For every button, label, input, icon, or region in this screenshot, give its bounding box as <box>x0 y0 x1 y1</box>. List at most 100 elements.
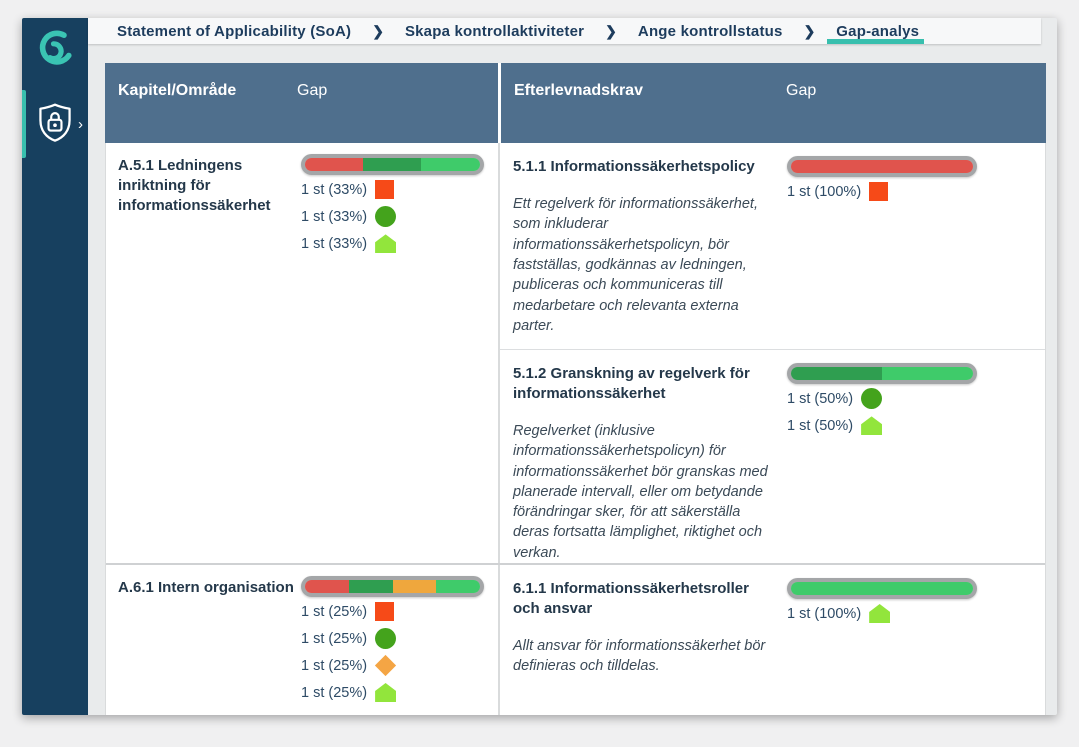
requirement-cell: 6.1.1 Informationssäkerhetsroller och an… <box>500 565 1045 715</box>
requirement-text: 5.1.1 Informationssäkerhetspolicy Ett re… <box>513 155 771 349</box>
gap-analysis-table: Kapitel/Område Gap Efterlevnadskrav Gap … <box>105 63 1046 715</box>
stat-label: 1 st (33%) <box>301 181 368 198</box>
stat-line: 1 st (25%) <box>301 680 484 705</box>
circle-icon <box>375 628 397 649</box>
requirement-title: 5.1.1 Informationssäkerhetspolicy <box>513 158 755 176</box>
requirement-description: Allt ansvar för informationssäkerhet bör… <box>513 637 766 674</box>
stat-line: 1 st (50%) <box>787 386 977 411</box>
requirement-title: 6.1.1 Informationssäkerhetsroller och an… <box>513 580 749 617</box>
breadcrumb-item-4[interactable]: Gap-analys <box>827 18 925 45</box>
active-indicator <box>22 90 26 158</box>
gap-widget: 1 st (33%) 1 st (33%) 1 st (33%) <box>301 154 484 563</box>
circle-icon <box>861 388 883 410</box>
gap-bar-segment-square <box>305 158 363 172</box>
stat-line: 1 st (33%) <box>301 204 484 229</box>
stat-line: 1 st (25%) <box>301 599 484 624</box>
diamond-icon <box>374 654 397 677</box>
chevron-right-icon: › <box>78 115 83 133</box>
column-header-gap-right: Gap <box>786 82 817 100</box>
gap-bar <box>787 156 977 178</box>
gap-bar-segment-circle <box>362 158 421 172</box>
square-icon <box>375 602 395 621</box>
stat-label: 1 st (33%) <box>301 208 368 225</box>
gap-bar-segment-diamond <box>392 580 437 593</box>
app-logo[interactable] <box>22 18 88 82</box>
stat-label: 1 st (50%) <box>787 390 854 407</box>
stat-line: 1 st (25%) <box>301 653 484 678</box>
stat-label: 1 st (25%) <box>301 657 368 674</box>
requirement-description: Regelverket (inklusive informationssäker… <box>513 422 768 561</box>
breadcrumb-item-1[interactable]: Statement of Applicability (SoA) <box>117 22 352 40</box>
circle-icon <box>375 206 397 228</box>
app-logo-swirl-icon <box>39 30 72 65</box>
chapter-title: A.5.1 Ledningens inriktning för informat… <box>118 157 271 214</box>
chevron-right-icon: ❯ <box>605 22 617 39</box>
gap-bar <box>301 576 484 597</box>
header-divider <box>498 63 501 144</box>
sidebar-item-soa[interactable]: › <box>22 88 88 162</box>
stat-line: 1 st (33%) <box>301 177 484 202</box>
requirement-cell: 5.1.1 Informationssäkerhetspolicy Ett re… <box>500 143 1045 351</box>
pentagon-icon <box>861 416 883 436</box>
table-row-group-a61: A.6.1 Intern organisation 1 st (25%) 1 st… <box>106 563 1045 715</box>
stat-label: 1 st (50%) <box>787 417 854 434</box>
stat-line: 1 st (100%) <box>787 179 977 204</box>
requirement-text: 5.1.2 Granskning av regelverk för inform… <box>513 362 771 563</box>
stat-label: 1 st (25%) <box>301 603 368 620</box>
stat-line: 1 st (100%) <box>787 601 977 626</box>
stat-line: 1 st (25%) <box>301 626 484 651</box>
chevron-right-icon: ❯ <box>372 22 384 39</box>
gap-bar-segment-square <box>791 160 973 174</box>
breadcrumb: Statement of Applicability (SoA) ❯ Skapa k… <box>88 18 1041 45</box>
stat-label: 1 st (100%) <box>787 605 862 622</box>
header-right-section: Efterlevnadskrav Gap <box>501 63 1046 144</box>
table-body: A.5.1 Ledningens inriktning för informat… <box>105 143 1046 715</box>
gap-bar-segment-pentagon <box>420 158 480 172</box>
gap-widget: 1 st (100%) <box>787 156 977 349</box>
requirement-description: Ett regelverk för informationssäkerhet, … <box>513 196 758 334</box>
stat-label: 1 st (25%) <box>301 684 368 701</box>
sidebar: › <box>22 18 88 715</box>
chapter-cell: A.5.1 Ledningens inriktning för informat… <box>106 143 498 563</box>
app-window: › Statement of Applicability (SoA) ❯ Skapa… <box>22 18 1057 715</box>
pentagon-icon <box>375 234 397 254</box>
gap-bar <box>787 363 977 385</box>
table-header: Kapitel/Område Gap Efterlevnadskrav Gap <box>105 63 1046 144</box>
chapter-cell: A.6.1 Intern organisation 1 st (25%) 1 st… <box>106 565 498 715</box>
gap-bar-segment-circle <box>791 367 882 381</box>
header-left-section: Kapitel/Område Gap <box>105 63 498 144</box>
shield-lock-icon <box>36 102 74 148</box>
pentagon-icon <box>869 604 891 623</box>
gap-bar-segment-circle <box>348 580 393 593</box>
gap-bar <box>787 578 977 599</box>
breadcrumb-item-2[interactable]: Skapa kontrollaktiviteter <box>404 22 585 40</box>
stat-line: 1 st (50%) <box>787 413 977 438</box>
stat-label: 1 st (100%) <box>787 183 862 200</box>
column-header-gap-left: Gap <box>297 82 328 100</box>
gap-widget: 1 st (25%) 1 st (25%) 1 st (25%) 1 st (25%) <box>301 576 484 715</box>
column-header-chapter: Kapitel/Område <box>118 82 237 100</box>
stat-line: 1 st (33%) <box>301 231 484 256</box>
gap-bar-segment-pentagon <box>791 582 973 595</box>
pentagon-icon <box>375 683 397 702</box>
table-row-group-a51: A.5.1 Ledningens inriktning för informat… <box>106 143 1045 563</box>
chevron-right-icon: ❯ <box>803 22 816 39</box>
stat-label: 1 st (25%) <box>301 630 368 647</box>
column-header-requirement: Efterlevnadskrav <box>514 82 643 100</box>
requirement-text: 6.1.1 Informationssäkerhetsroller och an… <box>513 577 771 715</box>
requirement-cell: 5.1.2 Granskning av regelverk för inform… <box>500 350 1045 563</box>
requirements-column: 5.1.1 Informationssäkerhetspolicy Ett re… <box>498 143 1045 563</box>
gap-bar-segment-pentagon <box>882 367 973 381</box>
square-icon <box>869 182 889 202</box>
gap-widget: 1 st (100%) <box>787 578 977 715</box>
breadcrumb-item-3[interactable]: Ange kontrollstatus <box>637 22 783 40</box>
gap-bar <box>301 154 484 176</box>
gap-widget: 1 st (50%) 1 st (50%) <box>787 363 977 563</box>
content-area: Statement of Applicability (SoA) ❯ Skapa k… <box>88 18 1057 715</box>
stat-label: 1 st (33%) <box>301 235 368 252</box>
gap-bar-segment-pentagon <box>436 580 480 593</box>
breadcrumb-list: Statement of Applicability (SoA) ❯ Skapa k… <box>117 18 925 45</box>
requirements-column: 6.1.1 Informationssäkerhetsroller och an… <box>498 565 1045 715</box>
chapter-title: A.6.1 Intern organisation <box>118 579 294 596</box>
